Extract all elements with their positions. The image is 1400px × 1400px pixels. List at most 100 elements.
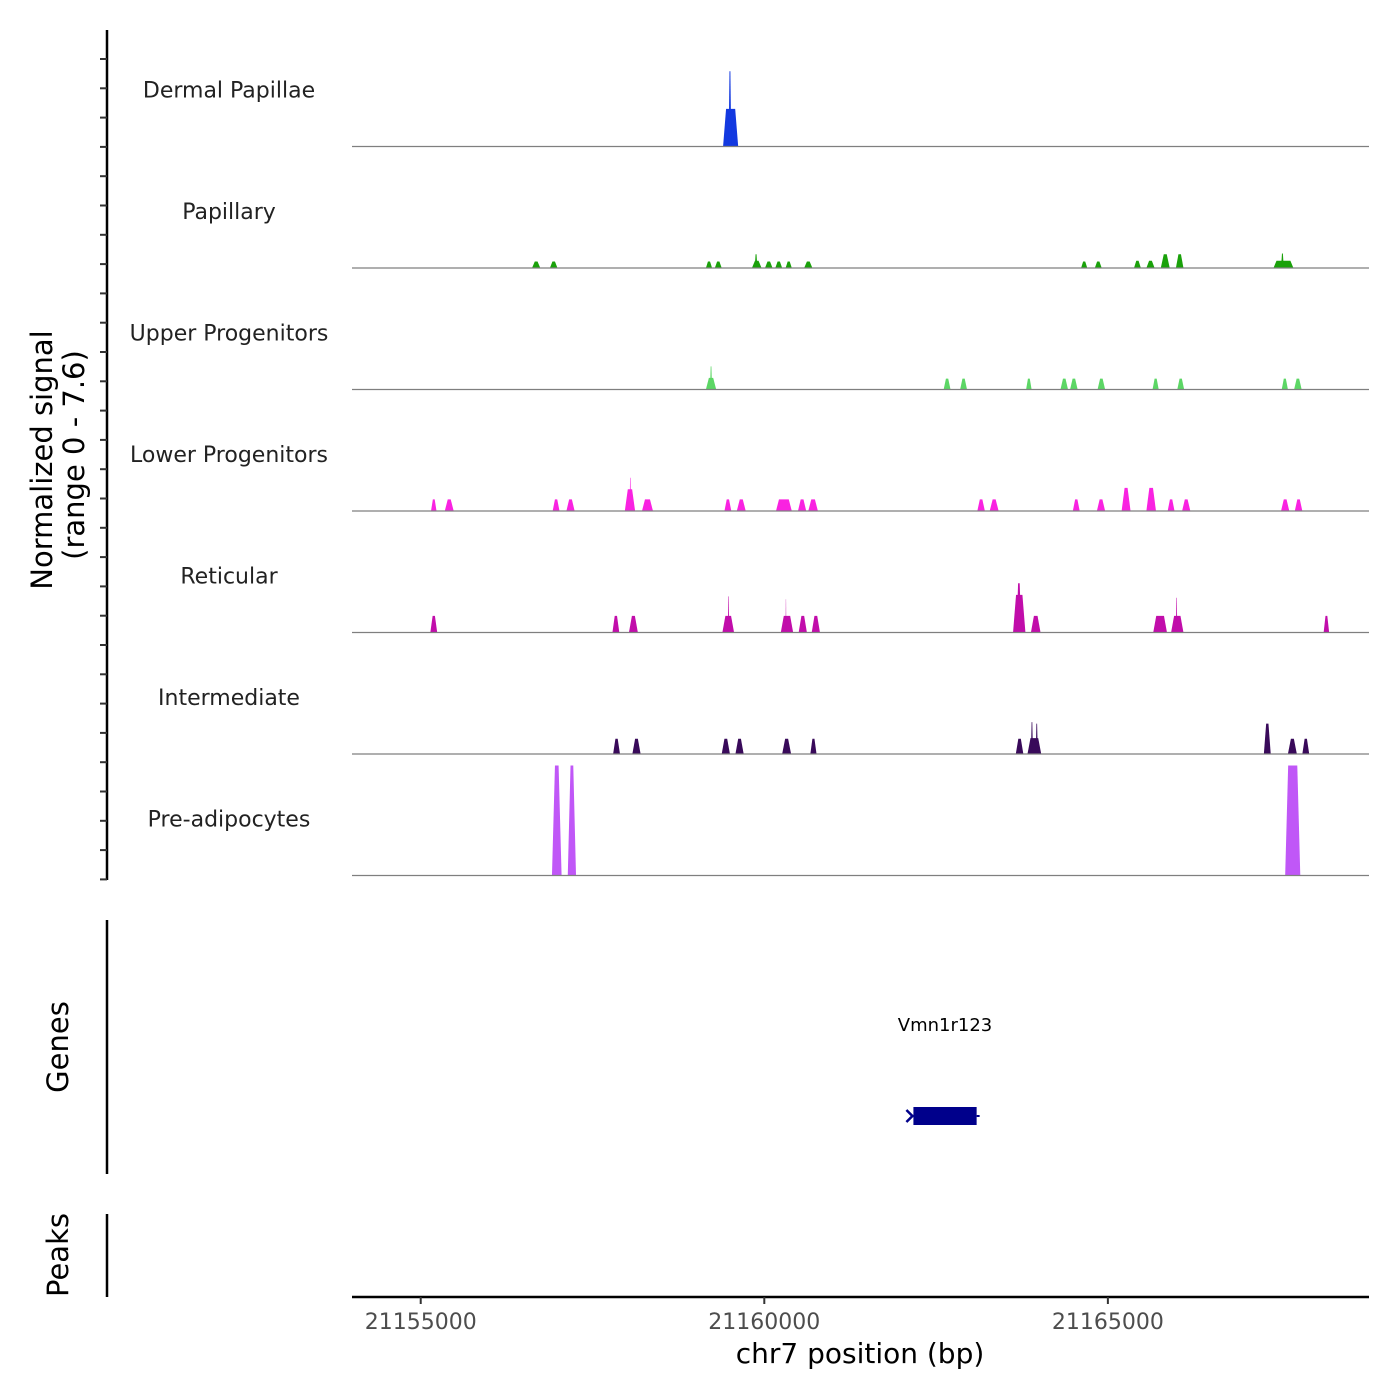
signal-peak xyxy=(1146,260,1155,268)
track-5: Intermediate xyxy=(158,686,1369,755)
signal-y-axis-title-line1: Normalized signal xyxy=(25,330,59,589)
signal-peak xyxy=(710,366,713,390)
track-2: Upper Progenitors xyxy=(130,322,1369,391)
signal-peak xyxy=(804,261,813,268)
track-label: Pre-adipocytes xyxy=(148,808,311,833)
genes-track-title: Genes xyxy=(41,1001,75,1093)
signal-peak xyxy=(808,499,818,511)
signal-peak xyxy=(727,596,730,633)
signal-peak xyxy=(444,499,454,511)
signal-peak xyxy=(551,765,562,876)
signal-peak xyxy=(628,615,638,633)
signal-peak xyxy=(1302,738,1310,754)
signal-peak xyxy=(1160,254,1170,268)
signal-peak xyxy=(1294,499,1303,511)
signal-peak xyxy=(1016,583,1022,633)
signal-peak xyxy=(977,499,985,511)
track-label: Reticular xyxy=(180,565,278,590)
signal-peak xyxy=(1281,253,1284,268)
signal-peak xyxy=(552,499,560,511)
signal-peak xyxy=(724,499,732,511)
signal-peak xyxy=(764,261,773,268)
signal-peak xyxy=(775,261,783,268)
signal-peak xyxy=(810,738,817,754)
track-label: Dermal Papillae xyxy=(143,79,315,104)
signal-peak xyxy=(1026,378,1032,390)
signal-peak xyxy=(1070,378,1078,390)
signal-peak xyxy=(431,499,437,511)
signal-peak xyxy=(785,599,787,633)
signal-peak xyxy=(612,615,620,633)
peaks-track-title: Peaks xyxy=(41,1213,75,1297)
signal-peak xyxy=(1323,615,1330,633)
track-1: Papillary xyxy=(182,200,1369,269)
signal-peak xyxy=(960,378,968,390)
signal-peak xyxy=(567,765,577,876)
signal-peak xyxy=(1015,738,1024,754)
gene-strand-arrow xyxy=(905,1109,915,1123)
track-label: Intermediate xyxy=(158,686,300,711)
signal-peak xyxy=(1175,597,1178,633)
signal-peak xyxy=(1060,378,1069,390)
signal-peak xyxy=(775,499,792,511)
signal-peak xyxy=(613,738,620,754)
gene-body xyxy=(913,1107,977,1125)
signal-peak xyxy=(1097,378,1106,390)
signal-peak xyxy=(1152,378,1159,390)
track-label: Upper Progenitors xyxy=(130,322,329,347)
track-0: Dermal Papillae xyxy=(143,71,1369,148)
signal-peak xyxy=(780,615,794,633)
signal-peak xyxy=(549,261,558,268)
signal-y-axis-ticks xyxy=(100,58,107,881)
signal-peak xyxy=(632,738,641,754)
signal-peak xyxy=(1281,499,1290,511)
signal-peak xyxy=(1030,722,1033,754)
signal-peak xyxy=(1081,261,1088,268)
signal-peak xyxy=(1133,260,1141,268)
signal-peak xyxy=(1035,723,1038,754)
signal-peak xyxy=(1182,499,1191,511)
signal-peak xyxy=(1072,499,1080,511)
signal-peak xyxy=(797,499,807,511)
signal-peak xyxy=(1030,615,1041,633)
signal-peak xyxy=(1171,615,1184,633)
gene-annotations: Vmn1r123 xyxy=(898,1015,992,1125)
x-tick-label: 21160000 xyxy=(708,1310,820,1335)
signal-peak xyxy=(811,615,820,633)
signal-peak xyxy=(1294,378,1302,390)
signal-peak xyxy=(430,615,438,633)
signal-peak xyxy=(1153,615,1167,633)
signal-y-axis-title-line2: (range 0 - 7.6) xyxy=(57,350,91,560)
track-6: Pre-adipocytes xyxy=(148,765,1369,877)
signal-peak xyxy=(1096,499,1106,511)
signal-peak xyxy=(782,738,792,754)
signal-peak xyxy=(1287,738,1297,754)
track-3: Lower Progenitors xyxy=(130,443,1369,512)
signal-peak xyxy=(721,738,730,754)
signal-peak xyxy=(1177,378,1185,390)
signal-peak xyxy=(785,261,792,268)
signal-peak xyxy=(1263,723,1271,754)
track-label: Papillary xyxy=(182,200,276,225)
x-tick-label: 21155000 xyxy=(365,1310,477,1335)
signal-peak xyxy=(629,477,631,511)
gene-label: Vmn1r123 xyxy=(898,1015,992,1036)
signal-peak xyxy=(641,499,653,511)
signal-peak xyxy=(1146,487,1156,511)
signal-peak xyxy=(1281,378,1288,390)
signal-peak xyxy=(1121,487,1131,511)
x-axis-title: chr7 position (bp) xyxy=(736,1337,985,1370)
signal-peak xyxy=(532,261,541,268)
signal-peak xyxy=(798,615,807,633)
signal-peak xyxy=(1175,254,1184,268)
signal-peak xyxy=(705,261,713,268)
signal-peak xyxy=(754,254,758,268)
signal-peak xyxy=(943,378,951,390)
track-label: Lower Progenitors xyxy=(130,443,328,468)
signal-peak xyxy=(735,738,744,754)
signal-peak xyxy=(728,71,732,147)
signal-peak xyxy=(1027,738,1042,754)
signal-peak xyxy=(1167,499,1175,511)
x-tick-label: 21165000 xyxy=(1052,1310,1164,1335)
